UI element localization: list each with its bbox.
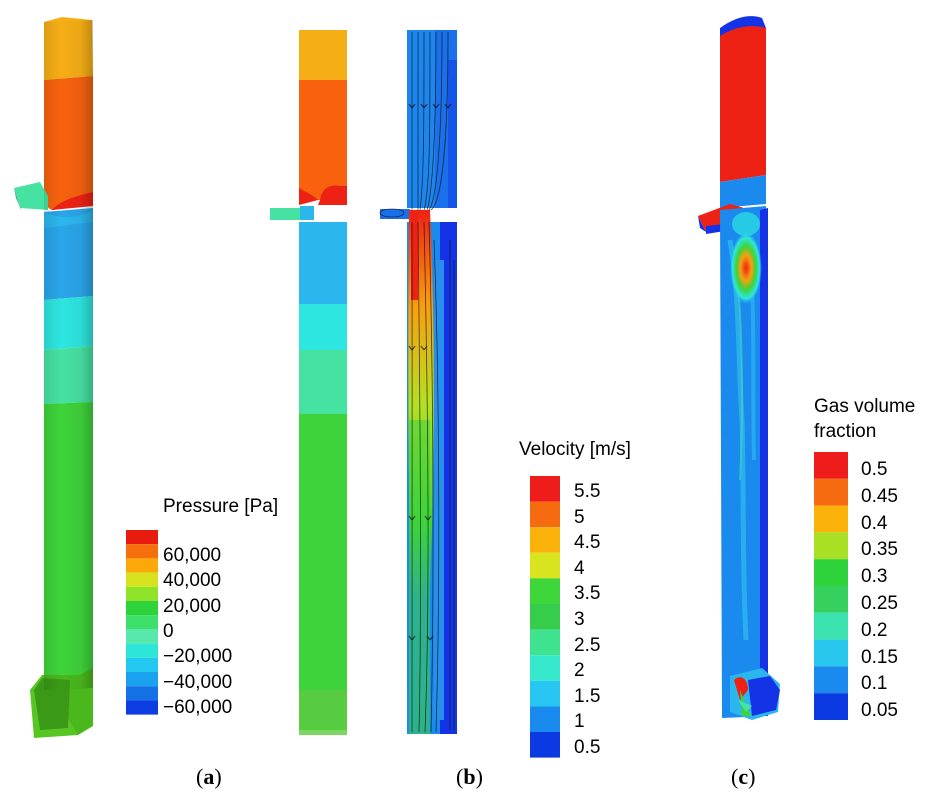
pressure-legend-swatch	[126, 586, 158, 601]
gas-legend-swatch	[814, 478, 848, 506]
velocity-legend-swatch	[530, 604, 560, 630]
gas-legend-swatch	[814, 639, 848, 667]
velocity-legend-label: 3.5	[574, 583, 601, 605]
velocity-legend-label: 3	[574, 609, 585, 630]
pressure-legend-label: −40,000	[163, 671, 233, 693]
gas-legend-swatch	[814, 505, 848, 533]
velocity-legend-label: 2	[574, 660, 585, 682]
panel-label-b: (b)	[456, 764, 483, 789]
velocity-legend-title: Velocity [m/s]	[519, 439, 631, 460]
pressure-legend-label: 0	[163, 620, 174, 642]
gas-fraction-legend	[814, 452, 848, 720]
velocity-legend-swatch	[530, 501, 560, 528]
pressure-legend	[126, 530, 158, 715]
panel-b-velocity-contour	[379, 30, 457, 734]
panel-b-pressure-section	[270, 30, 347, 735]
pressure-legend-label: 20,000	[163, 595, 222, 617]
velocity-streamlines	[379, 31, 455, 733]
pressure-legend-swatch	[126, 700, 158, 715]
gas-legend-swatch	[814, 612, 848, 640]
section-cyan	[299, 304, 347, 350]
velocity-legend-label: 4.5	[574, 532, 601, 554]
pressure-legend-swatch	[126, 672, 158, 687]
gas-legend-label: 0.5	[861, 459, 888, 480]
gas-legend-swatch	[814, 666, 848, 694]
gas-legend-swatch	[814, 559, 848, 586]
gas-legend-swatch	[814, 586, 848, 613]
section-red-blob	[318, 185, 347, 205]
velocity-legend-swatch	[530, 655, 560, 681]
section-green	[299, 414, 347, 690]
velocity-legend-swatch	[530, 732, 560, 758]
panel-label-c: (c)	[731, 764, 756, 789]
pressure-legend-title: Pressure [Pa]	[163, 496, 279, 517]
velocity-legend-label: 1.5	[574, 685, 601, 707]
pressure-legend-swatch	[126, 686, 158, 701]
pressure-legend-swatch	[126, 615, 158, 630]
velocity-legend-label: 5	[574, 506, 585, 528]
gas-legend-label: 0.05	[861, 700, 898, 722]
velocity-legend-swatch	[530, 680, 560, 707]
section-top-cap	[299, 30, 347, 80]
section-blue	[299, 222, 347, 304]
pressure-legend-swatch	[126, 558, 158, 573]
gas-legend-swatch	[814, 532, 848, 560]
gas-legend-label: 0.1	[861, 673, 888, 695]
gas-legend-title-line1: Gas volume	[814, 396, 916, 417]
velocity-legend-swatch	[530, 476, 560, 502]
pressure-legend-swatch	[126, 572, 158, 587]
pressure-legend-swatch	[126, 544, 158, 559]
velocity-legend-swatch	[530, 552, 560, 579]
pressure-legend-label: −20,000	[163, 646, 233, 668]
gas-legend-label: 0.15	[861, 646, 898, 668]
pressure-legend-label: −60,000	[163, 696, 233, 718]
gas-legend-label: 0.25	[861, 593, 898, 614]
gas-upper-red	[720, 26, 766, 182]
gas-legend-label: 0.45	[861, 485, 898, 507]
pressure-legend-swatch	[126, 657, 158, 672]
gas-legend-label: 0.35	[861, 539, 898, 561]
gas-legend-label: 0.4	[861, 512, 888, 534]
pressure-legend-swatch	[126, 601, 158, 616]
velocity-legend-label: 0.5	[574, 737, 601, 758]
panel-c-gas-fraction	[698, 16, 780, 720]
section-teal	[299, 350, 347, 414]
pressure-legend-label: 60,000	[163, 545, 222, 566]
panel-label-a: (a)	[196, 764, 222, 789]
velocity-legend-swatch	[530, 706, 560, 732]
section-upper-orange	[299, 80, 347, 200]
gas-legend-label: 0.3	[861, 566, 888, 588]
pressure-legend-swatch	[126, 643, 158, 658]
velocity-legend-label: 4	[574, 557, 585, 579]
velocity-legend-swatch	[530, 527, 560, 553]
section-inlet	[270, 208, 300, 220]
velocity-legend-label: 1	[574, 711, 585, 733]
gas-legend-title-line2: fraction	[814, 421, 877, 442]
pressure-inlet-wing	[14, 182, 48, 210]
pressure-legend-swatch	[126, 530, 158, 545]
velocity-legend	[530, 476, 560, 758]
velocity-legend-label: 5.5	[574, 481, 601, 502]
panel-a-pressure-contour	[14, 17, 93, 738]
velocity-legend-swatch	[530, 578, 560, 604]
pressure-legend-label: 40,000	[163, 570, 222, 592]
gas-legend-swatch	[814, 452, 848, 479]
velocity-legend-swatch	[530, 629, 560, 656]
pressure-legend-swatch	[126, 629, 158, 644]
gas-hotspot	[730, 232, 762, 304]
velocity-legend-label: 2.5	[574, 634, 601, 656]
gas-legend-swatch	[814, 693, 848, 720]
gas-legend-label: 0.2	[861, 619, 888, 641]
